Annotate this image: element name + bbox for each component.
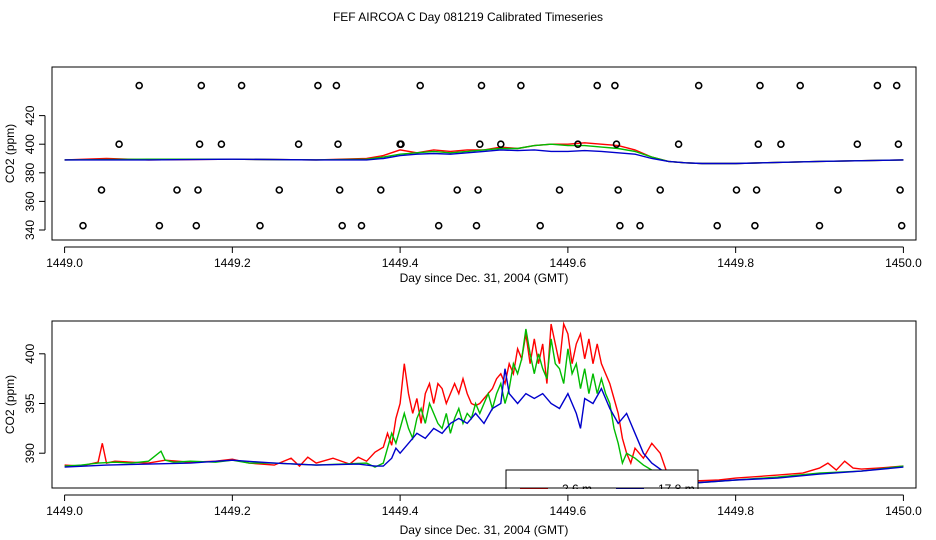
top-calibration-point [593, 81, 602, 90]
top-calibration-point [338, 221, 347, 230]
top-calibration-point [873, 81, 882, 90]
top-calibration-point [217, 140, 226, 148]
bottom-y-tick-label: 400 [23, 343, 37, 363]
top-calibration-point [777, 140, 785, 148]
bottom-y-tick-label: 390 [23, 443, 37, 463]
bottom-y-axis-label: CO2 (ppm) [3, 375, 17, 434]
top-calibration-point [332, 81, 341, 90]
bottom-x-tick-label: 1450.0 [885, 504, 922, 518]
top-calibration-point [453, 186, 462, 194]
top-calibration-point [192, 221, 201, 230]
top-calibration-point [434, 221, 443, 230]
bottom-series-line-0 [64, 321, 904, 482]
top-calibration-point [173, 186, 181, 194]
bottom-x-axis-label: Day since Dec. 31, 2004 (GMT) [400, 523, 569, 537]
top-calibration-point [892, 81, 901, 90]
bottom-x-tick-label-overlay: 1449.6 [550, 504, 587, 518]
top-calibration-point [79, 221, 87, 230]
top-calibration-point [397, 140, 405, 148]
top-y-tick-label: 360 [23, 191, 37, 211]
top-calibration-point [294, 140, 303, 148]
top-calibration-point [754, 140, 763, 148]
top-calibration-point [752, 186, 761, 194]
top-x-axis-label: Day since Dec. 31, 2004 (GMT) [400, 271, 569, 285]
top-calibration-point [656, 186, 665, 194]
bottom-series-line-2 [64, 368, 904, 484]
top-x-tick-label: 1449.8 [717, 256, 754, 270]
top-calibration-point [237, 81, 246, 90]
top-calibration-point [195, 140, 204, 148]
top-calibration-point [472, 221, 481, 230]
top-calibration-point [694, 81, 703, 90]
top-calibration-point [335, 186, 344, 194]
bottom-series-line-1 [64, 328, 904, 484]
top-calibration-point [732, 186, 741, 194]
bottom-x-tick-label: 1449.0 [46, 504, 83, 518]
top-calibration-point [517, 81, 525, 90]
top-calibration-point [756, 81, 764, 90]
bottom-x-tick-label: 1449.2 [214, 504, 251, 518]
top-calibration-point [853, 140, 862, 148]
top-calibration-point [357, 221, 366, 230]
bottom-x-tick-label: 1449.8 [717, 504, 754, 518]
top-calibration-point [376, 186, 385, 194]
top-calibration-point [334, 140, 342, 148]
top-calibration-point [477, 81, 486, 90]
top-y-tick-label: 380 [23, 162, 37, 182]
top-y-axis-label: CO2 (ppm) [3, 124, 17, 183]
top-x-tick-label: 1449.6 [550, 256, 587, 270]
top-calibration-point [135, 81, 143, 90]
legend-clip-mask [504, 489, 700, 519]
top-y-tick-label: 420 [23, 105, 37, 125]
top-x-tick-label: 1449.2 [214, 256, 251, 270]
top-calibration-point [796, 81, 805, 90]
bottom-x-tick-label: 1449.4 [382, 504, 419, 518]
top-calibration-point [256, 221, 264, 230]
top-calibration-point [496, 140, 505, 148]
top-calibration-point [275, 186, 284, 194]
bottom-y-tick-label: 395 [23, 393, 37, 413]
top-calibration-point [197, 81, 206, 90]
top-calibration-point [475, 140, 484, 148]
top-series-line-1 [64, 143, 904, 165]
top-x-tick-label: 1449.4 [382, 256, 419, 270]
top-calibration-point [416, 81, 425, 90]
top-calibration-point [616, 221, 624, 230]
top-calibration-point [896, 186, 904, 194]
top-calibration-point [155, 221, 164, 230]
chart-title: FEF AIRCOA C Day 081219 Calibrated Times… [332, 10, 604, 24]
top-calibration-point [897, 221, 906, 230]
top-calibration-point [713, 221, 722, 230]
top-y-tick-label: 340 [23, 220, 37, 240]
top-calibration-point [636, 221, 644, 230]
top-x-tick-label: 1449.0 [46, 256, 83, 270]
top-calibration-point [115, 140, 123, 148]
top-calibration-point [751, 221, 759, 230]
top-calibration-point [611, 81, 619, 90]
top-series-line-2 [64, 149, 904, 165]
top-calibration-point [614, 186, 623, 194]
top-plot-frame [51, 66, 917, 241]
top-series-group [64, 142, 904, 165]
top-calibration-point [574, 140, 582, 148]
top-calibration-point [815, 221, 824, 230]
top-calibration-point [894, 140, 903, 148]
top-calibration-point [536, 221, 545, 230]
top-calibration-point [612, 140, 621, 148]
top-calibration-point [97, 186, 106, 194]
bottom-series-group [64, 321, 904, 484]
top-x-tick-label: 1450.0 [885, 256, 922, 270]
top-calibration-point [555, 186, 564, 194]
top-calibration-point [194, 186, 202, 194]
top-y-tick-label: 400 [23, 134, 37, 154]
top-calibration-point [674, 140, 683, 148]
top-calibration-point [834, 186, 842, 194]
top-calibration-point [474, 186, 482, 194]
top-calibration-point [314, 81, 322, 90]
